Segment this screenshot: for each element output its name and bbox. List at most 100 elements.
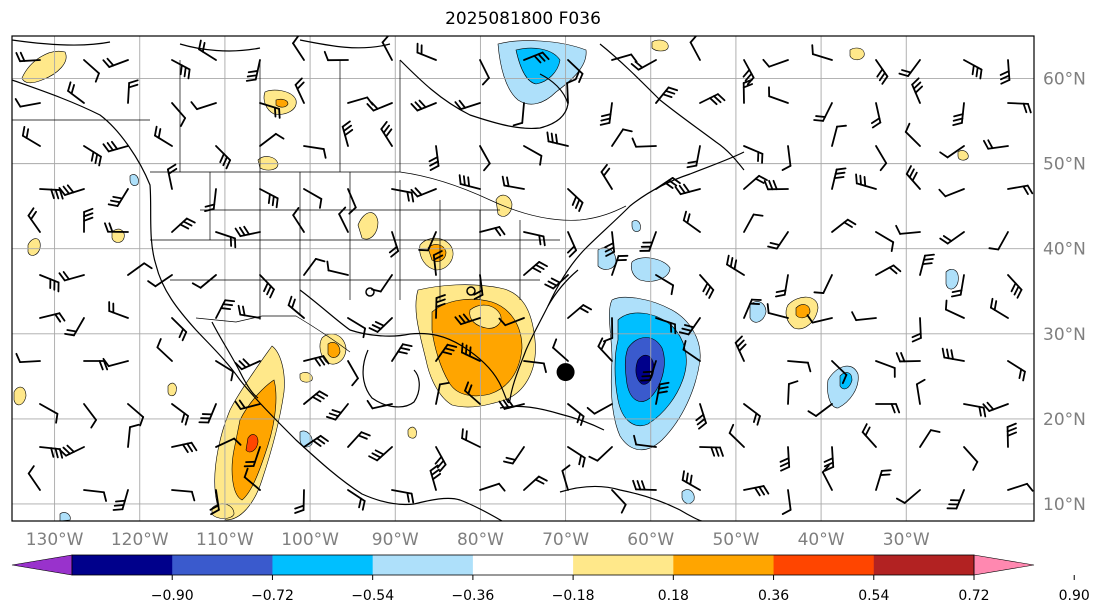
colorbar-tick-label: −0.90 xyxy=(151,588,194,604)
wind-barb xyxy=(83,59,100,83)
wind-barb xyxy=(655,317,677,335)
wind-barb xyxy=(102,140,129,153)
wind-barb xyxy=(107,188,129,207)
wind-barb xyxy=(501,175,525,190)
wind-barb xyxy=(682,340,701,362)
contour-shade xyxy=(945,269,959,290)
wind-barb xyxy=(154,125,173,147)
wind-barb xyxy=(567,446,586,468)
longitude-label: 80°W xyxy=(457,530,504,550)
wind-barb xyxy=(112,489,129,511)
wind-barb xyxy=(171,403,189,426)
wind-barb xyxy=(303,390,329,405)
wind-barb xyxy=(633,434,657,448)
longitude-label: 50°W xyxy=(712,530,759,550)
wind-barb xyxy=(259,132,285,147)
wind-barb xyxy=(831,167,847,190)
wind-barb xyxy=(234,399,261,410)
contour-shade xyxy=(13,386,27,406)
contour-shade xyxy=(957,150,969,161)
wind-barb xyxy=(391,489,415,504)
wind-barb xyxy=(21,125,41,147)
wind-barb xyxy=(678,317,701,336)
wind-barb xyxy=(156,338,173,362)
latitude-label: 40°N xyxy=(1043,240,1086,260)
wind-barb xyxy=(64,317,85,337)
wind-barb xyxy=(743,145,764,164)
contour-shade xyxy=(681,489,695,504)
wind-barb xyxy=(83,207,94,233)
colorbar: −0.90 −0.72 −0.54 −0.36 −0.18 0.18 0.36 0.54 0.7… xyxy=(11,554,1090,604)
wind-barb xyxy=(611,128,633,147)
wind-barb xyxy=(895,224,921,235)
colorbar-tick-label: 0.36 xyxy=(758,588,789,604)
wind-barb xyxy=(58,444,85,457)
wind-barb xyxy=(498,317,525,327)
wind-barb xyxy=(762,58,789,68)
wind-barb xyxy=(875,403,901,414)
wind-barb xyxy=(323,50,349,62)
latitude-label: 50°N xyxy=(1043,155,1086,175)
wind-barb xyxy=(855,173,877,190)
latitude-label: 20°N xyxy=(1043,410,1086,430)
wind-barb xyxy=(243,446,261,468)
wind-barb xyxy=(566,78,577,104)
wind-barb xyxy=(292,207,305,233)
contour-shade xyxy=(651,39,669,52)
contour-shade xyxy=(299,372,313,383)
map-title: 2025081800 F036 xyxy=(445,9,601,29)
wind-barb xyxy=(259,188,279,209)
wind-barbs xyxy=(14,36,1034,516)
wind-barb xyxy=(171,102,187,127)
wind-barb xyxy=(544,274,569,290)
coastline-yucatan xyxy=(362,349,420,408)
wind-barb xyxy=(807,403,833,417)
wind-barb xyxy=(982,139,1009,150)
wind-barb xyxy=(919,429,941,448)
wind-barb xyxy=(952,102,965,127)
colorbar-tick-label: −0.36 xyxy=(451,588,494,604)
wind-barb xyxy=(946,489,965,510)
wind-barb xyxy=(388,231,400,258)
wind-barb xyxy=(303,434,329,448)
border-us-mexico xyxy=(195,315,351,353)
longitude-label: 70°W xyxy=(542,530,589,550)
colorbar-tick-label: 0.90 xyxy=(1059,588,1090,604)
wind-barb xyxy=(215,145,232,170)
wind-barb xyxy=(368,317,393,333)
wind-barb xyxy=(326,260,349,276)
wind-barb xyxy=(989,297,1009,319)
wind-barb xyxy=(999,59,1011,85)
wind-barb xyxy=(166,163,178,190)
map-frame xyxy=(11,35,1035,522)
wind-barb xyxy=(171,59,191,80)
wind-barb xyxy=(171,217,196,233)
wind-barb xyxy=(938,188,965,198)
wind-barb xyxy=(523,145,543,166)
wind-barb xyxy=(911,77,924,104)
wind-barb xyxy=(83,489,107,502)
wind-barb xyxy=(147,274,173,288)
wind-barb xyxy=(381,36,393,61)
wind-barb xyxy=(108,301,129,319)
colorbar-extend-high xyxy=(973,554,1035,576)
wind-barb xyxy=(586,403,613,415)
wind-barb xyxy=(950,274,965,298)
wind-barb xyxy=(813,274,833,294)
wind-barb xyxy=(127,262,153,276)
coastline-labrador xyxy=(599,43,745,171)
wind-barb xyxy=(895,489,921,504)
colorbar-tick-label: 0.18 xyxy=(658,588,689,604)
wind-barb xyxy=(479,145,491,172)
wind-barb xyxy=(58,184,85,196)
latitude-labels: 60°N 50°N 40°N 30°N 20°N 10°N xyxy=(1043,70,1086,515)
wind-barb xyxy=(655,177,681,190)
wind-barb xyxy=(567,304,593,319)
wind-barb xyxy=(939,145,965,159)
latitude-label: 60°N xyxy=(1043,70,1086,90)
wind-barb xyxy=(523,231,546,247)
contour-shade xyxy=(407,426,417,439)
longitude-label: 100°W xyxy=(281,530,339,550)
wind-barb xyxy=(464,381,481,405)
wind-barb xyxy=(498,398,525,410)
